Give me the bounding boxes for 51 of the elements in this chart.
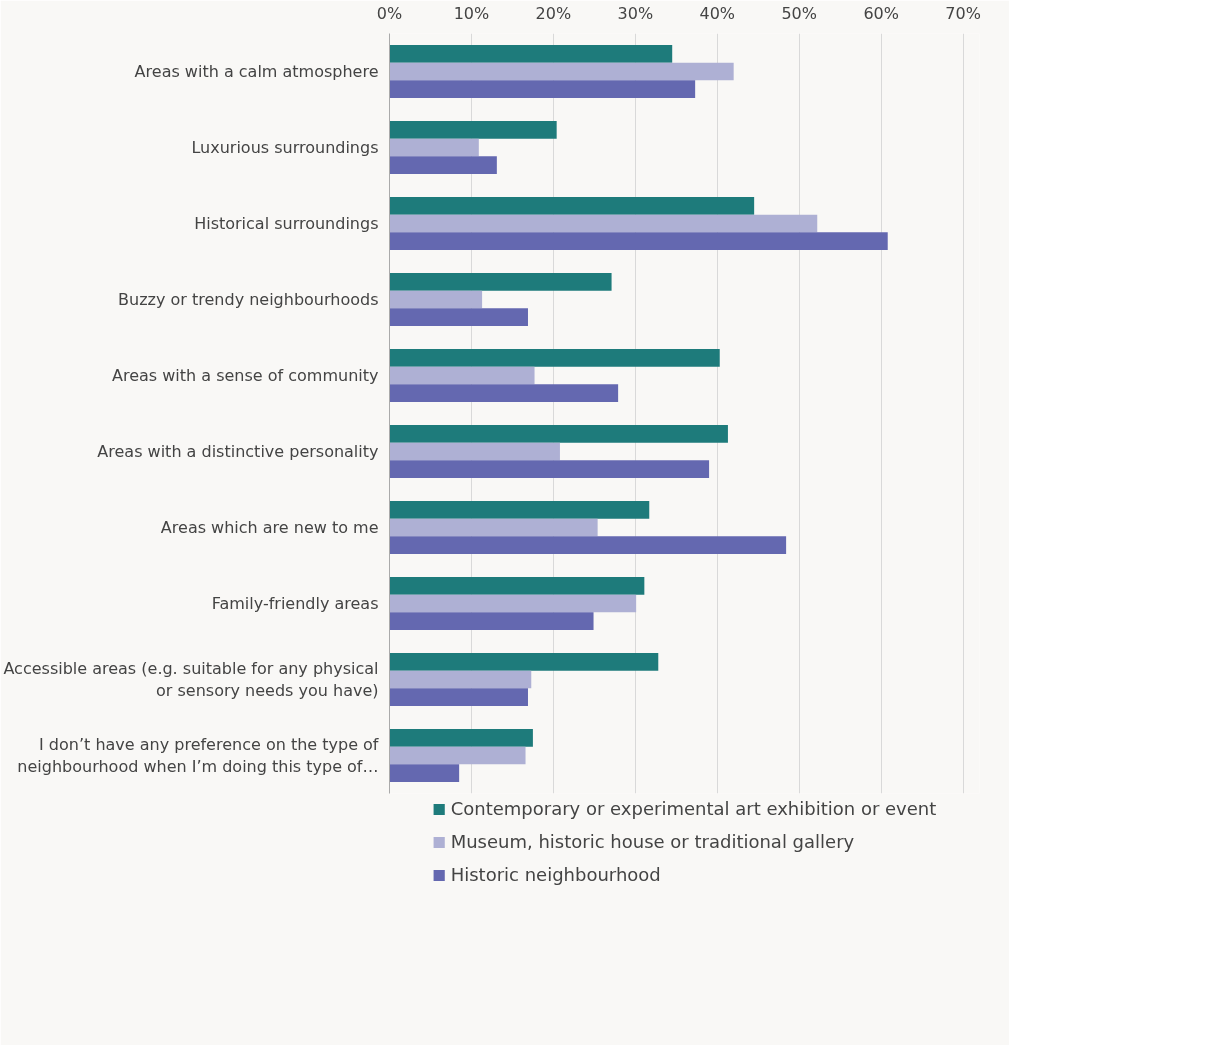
x-tick-label: 40% [699, 3, 736, 23]
y-tick-label: Historical surroundings [194, 214, 379, 233]
bar [389, 576, 645, 595]
bar [389, 232, 888, 251]
y-tick-label: Buzzy or trendy neighbourhoods [118, 290, 379, 309]
x-tick-label: 50% [781, 3, 817, 23]
bar [389, 272, 612, 291]
bar [389, 670, 532, 689]
bar [389, 652, 659, 671]
bar [389, 80, 696, 99]
bar [389, 366, 535, 385]
y-tick-label: Family-friendly areas [211, 594, 379, 613]
y-tick-label: Areas with a sense of community [112, 366, 379, 385]
y-tick-label: Areas with a distinctive personality [97, 442, 379, 461]
bar [389, 196, 755, 215]
bar [389, 120, 557, 139]
bar [389, 612, 594, 631]
bar [389, 746, 526, 765]
x-tick-label: 30% [617, 3, 654, 23]
x-tick-label: 0% [376, 3, 403, 23]
y-tick-label: Areas which are new to me [160, 518, 379, 537]
bar [389, 518, 598, 537]
bar [389, 214, 818, 233]
legend-label: Museum, historic house or traditional gallery [450, 831, 855, 852]
legend-label: Historic neighbourhood [450, 864, 661, 885]
y-tick-label: I don’t have any preference on the type of neighbourhood when I’m doing this type of… [17, 734, 379, 777]
bar [389, 500, 650, 519]
legend-label: Contemporary or experimental art exhibition or event [450, 798, 937, 819]
x-tick-label: 60% [863, 3, 899, 23]
bar [389, 384, 619, 403]
bar [389, 728, 533, 747]
bar [389, 44, 673, 63]
bar [389, 424, 728, 443]
bar [389, 594, 637, 613]
bar [389, 442, 560, 461]
y-tick-label: Areas with a calm atmosphere [134, 62, 379, 81]
y-tick-label: Accessible areas (e.g. suitable for any physical or sensory needs you have) [3, 658, 379, 701]
bar [389, 348, 720, 367]
bar [389, 460, 710, 479]
bar [389, 290, 483, 309]
x-tick-label: 10% [453, 3, 490, 23]
bar [389, 156, 497, 175]
x-tick-label: 70% [945, 3, 981, 23]
bar [389, 688, 528, 707]
bar [389, 308, 528, 327]
bar [389, 764, 460, 783]
x-tick-label: 20% [535, 3, 572, 23]
bar [389, 138, 479, 157]
bar [389, 62, 734, 81]
y-tick-label: Luxurious surroundings [191, 138, 379, 157]
bar [389, 536, 787, 555]
